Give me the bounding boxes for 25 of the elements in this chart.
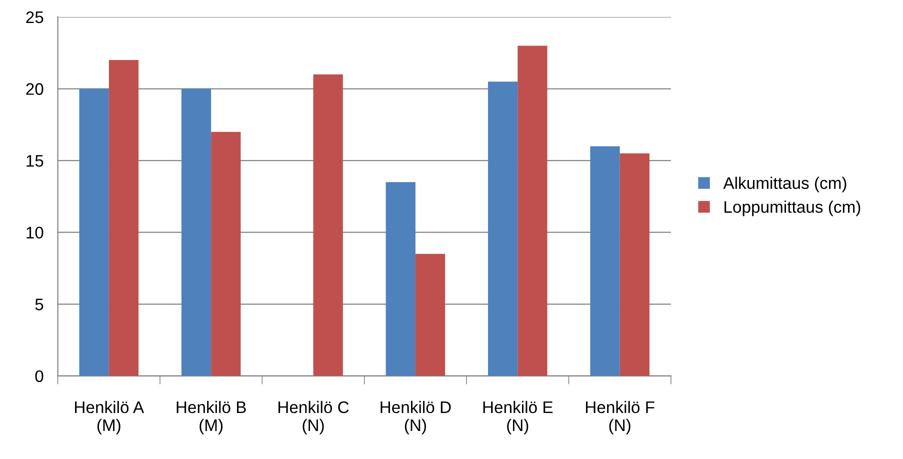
legend-label: Loppumittaus (cm) xyxy=(724,200,860,216)
bar xyxy=(488,82,518,376)
y-tick-label: 15 xyxy=(26,155,44,167)
bar xyxy=(108,60,139,376)
y-tick-label: 0 xyxy=(35,370,44,382)
bar xyxy=(313,74,343,376)
bar xyxy=(518,46,548,376)
x-tick-label: Henkilö D (N) xyxy=(380,400,451,434)
bar xyxy=(79,88,109,376)
bar xyxy=(386,182,416,376)
y-tick-label: 10 xyxy=(26,226,44,239)
bar xyxy=(211,132,241,376)
x-tick-label: Henkilö A (M) xyxy=(75,400,144,434)
x-tick-label: Henkilö C (N) xyxy=(278,400,349,434)
bar xyxy=(181,88,212,376)
bar xyxy=(415,254,446,376)
y-tick-label: 25 xyxy=(26,11,44,24)
y-tick-label: 5 xyxy=(35,298,44,310)
x-tick-label: Henkilö F (N) xyxy=(586,400,654,434)
bar xyxy=(590,146,620,376)
x-tick-label: Henkilö B (M) xyxy=(176,400,246,434)
bar xyxy=(620,153,650,376)
x-tick-label: Henkilö E (N) xyxy=(483,400,553,434)
legend-label: Alkumittaus (cm) xyxy=(723,176,846,192)
y-tick-label: 20 xyxy=(26,83,44,95)
